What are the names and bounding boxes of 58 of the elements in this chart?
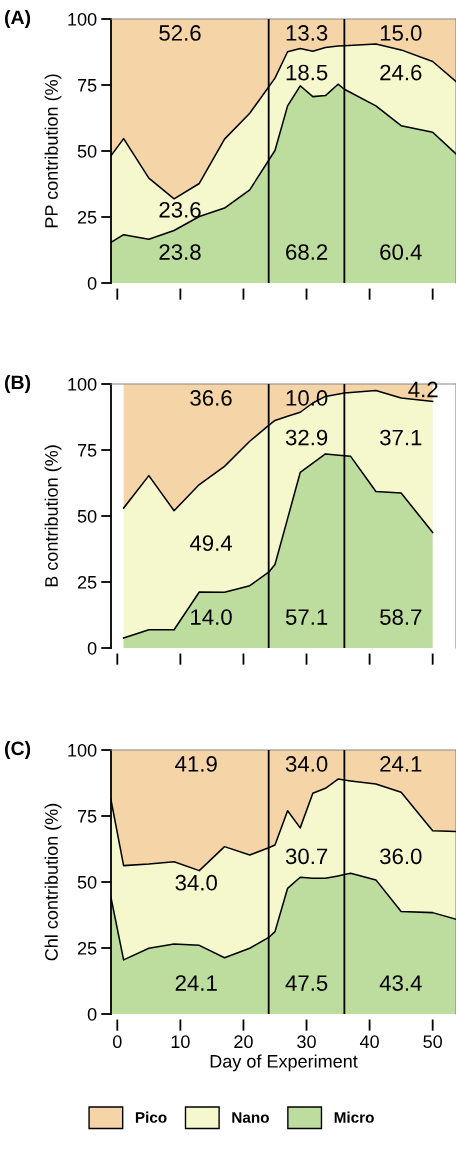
y-tick-label: 50 xyxy=(77,509,97,523)
annotation: 32.9 xyxy=(285,429,328,446)
annotation: 68.2 xyxy=(286,244,328,260)
annotation: 34.0 xyxy=(285,756,328,772)
y-axis-title: Chl contribution (%) xyxy=(44,803,62,961)
x-axis-title: Day of Experiment xyxy=(210,1054,358,1072)
annotation: 60.4 xyxy=(380,244,422,260)
x-tick-label: 50 xyxy=(423,1035,442,1049)
x-tick-label: 20 xyxy=(234,1035,253,1049)
annotation: 37.1 xyxy=(380,429,422,446)
annotation: 24.1 xyxy=(380,756,422,772)
annotation: 24.6 xyxy=(380,64,422,81)
y-tick-label: 50 xyxy=(77,144,97,158)
legend-label: Micro xyxy=(334,1111,374,1123)
annotation: 13.3 xyxy=(286,25,328,41)
legend-label: Nano xyxy=(232,1112,269,1123)
chart-title: (A) xyxy=(5,9,31,29)
chart-title: (C) xyxy=(5,740,31,760)
y-axis-title: PP contribution (%) xyxy=(44,74,62,228)
legend-label: Pico xyxy=(135,1111,167,1123)
x-tick-label: 10 xyxy=(171,1035,190,1049)
y-tick-label: 50 xyxy=(77,875,97,889)
annotation: 52.6 xyxy=(159,25,201,41)
chart-title: (B) xyxy=(5,374,31,394)
annotation: 15.0 xyxy=(380,25,422,41)
annotation: 18.5 xyxy=(286,64,328,81)
annotation: 36.6 xyxy=(190,390,232,406)
annotation: 10.0 xyxy=(286,390,328,406)
annotation: 4.2 xyxy=(408,381,438,398)
annotation: 14.0 xyxy=(191,609,232,625)
y-tick-label: 0 xyxy=(87,641,97,655)
annotation: 23.6 xyxy=(159,201,201,218)
y-tick-label: 25 xyxy=(77,941,97,955)
y-axis-title: B contribution (%) xyxy=(44,445,62,587)
annotation: 43.4 xyxy=(379,975,422,991)
x-tick-label: 0 xyxy=(112,1035,122,1049)
y-tick-label: 0 xyxy=(87,276,97,290)
annotation: 57.1 xyxy=(285,609,328,625)
y-tick-label: 25 xyxy=(77,210,97,224)
annotation: 24.1 xyxy=(175,975,217,991)
y-tick-label: 100 xyxy=(68,12,97,26)
annotation: 34.0 xyxy=(175,874,217,891)
annotation: 47.5 xyxy=(285,975,328,991)
y-tick-label: 75 xyxy=(77,810,97,823)
y-tick-label: 100 xyxy=(68,377,97,391)
annotation: 58.7 xyxy=(380,609,422,625)
y-tick-label: 75 xyxy=(77,79,97,92)
x-tick-label: 30 xyxy=(297,1035,316,1049)
y-tick-label: 100 xyxy=(68,743,97,757)
y-tick-label: 0 xyxy=(87,1007,97,1021)
annotation: 30.7 xyxy=(285,848,328,865)
annotation: 23.8 xyxy=(159,244,201,260)
x-tick-label: 40 xyxy=(359,1035,379,1049)
y-tick-label: 25 xyxy=(77,575,97,589)
annotation: 41.9 xyxy=(175,756,217,772)
annotation: 49.4 xyxy=(189,535,233,552)
annotation: 36.0 xyxy=(380,848,422,865)
y-tick-label: 75 xyxy=(77,444,97,457)
